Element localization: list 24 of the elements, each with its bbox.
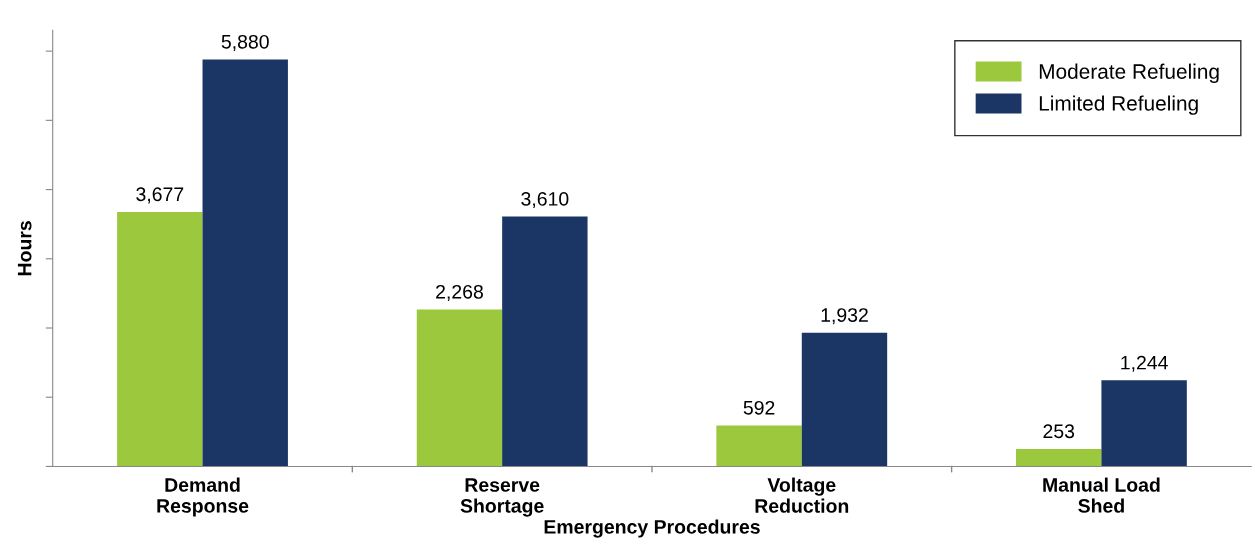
data-label: 2,268	[436, 284, 483, 301]
bar	[801, 332, 888, 467]
data-label: 1,244	[1121, 355, 1168, 372]
bar	[716, 425, 802, 467]
bar	[416, 309, 503, 467]
data-label: 3,677	[136, 187, 184, 204]
data-label: 592	[743, 400, 775, 415]
legend-label: Limited Refueling	[1039, 95, 1198, 115]
bar	[202, 59, 288, 467]
data-label: 1,932	[821, 308, 868, 325]
x-tick-label: Demand Response	[157, 477, 249, 517]
data-label: 253	[1043, 424, 1075, 439]
bar	[1016, 448, 1102, 467]
bar	[502, 216, 588, 467]
bar	[1101, 380, 1187, 467]
data-label: 5,880	[221, 34, 269, 51]
x-tick-label: Voltage Reduction	[755, 477, 849, 513]
x-tick-label: Reserve Shortage	[460, 478, 544, 517]
legend-label: Moderate Refueling	[1039, 63, 1219, 84]
bar	[117, 211, 203, 467]
y-axis-title: Hours	[17, 221, 32, 276]
data-label: 3,610	[521, 192, 569, 209]
x-tick-label: Manual Load Shed	[1043, 477, 1160, 513]
x-axis-title: Emergency Procedures	[544, 519, 760, 538]
